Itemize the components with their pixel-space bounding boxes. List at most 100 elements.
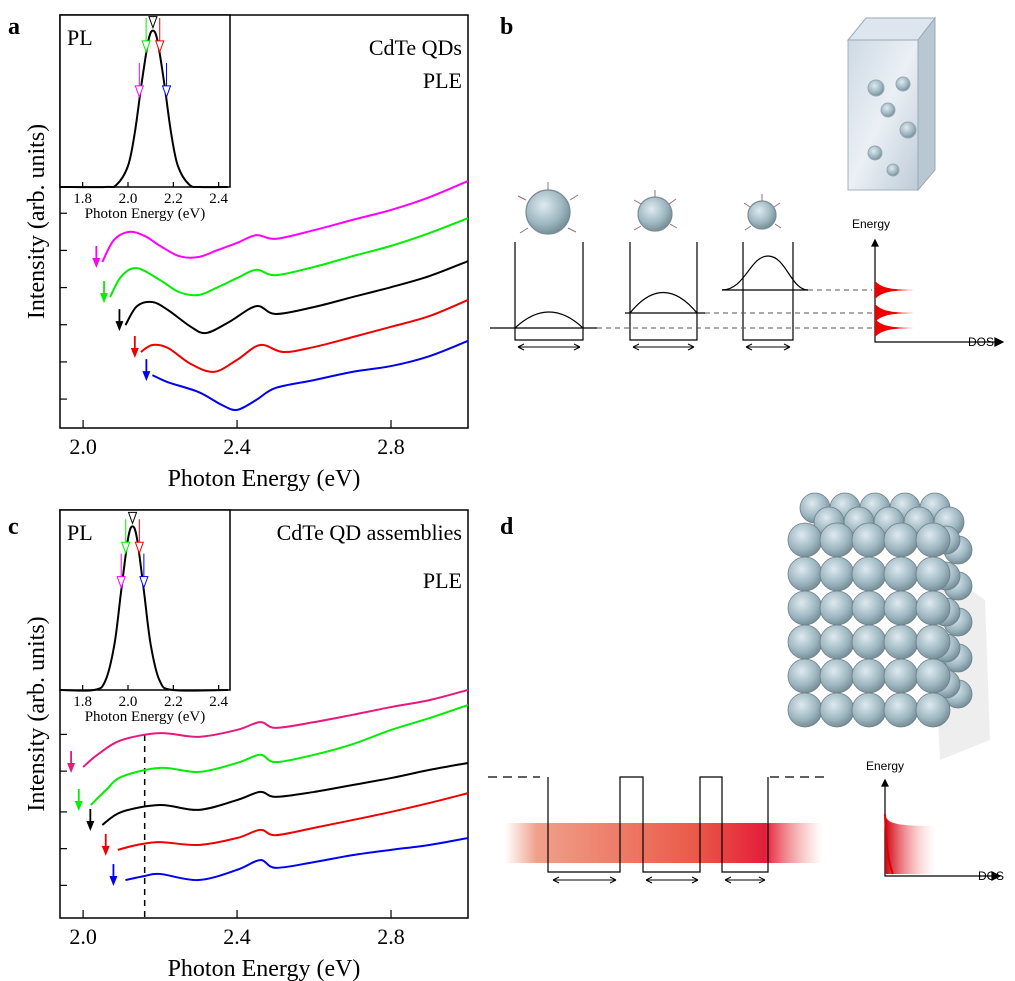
ligands <box>517 182 782 234</box>
qd <box>915 658 951 694</box>
x-axis-label: Photon Energy (eV) <box>168 466 361 492</box>
panel-label: a <box>8 14 20 40</box>
series-line <box>140 299 469 373</box>
series-line <box>59 525 228 692</box>
detection-arrowhead <box>127 511 138 525</box>
qd <box>851 522 887 558</box>
dos-axes <box>874 240 995 343</box>
qd <box>915 522 951 558</box>
qd <box>867 145 883 161</box>
axis-arrow <box>994 337 1005 347</box>
qd <box>819 556 855 592</box>
qd <box>883 590 919 626</box>
annotation: CdTe QDs <box>369 35 462 60</box>
qd <box>915 556 951 592</box>
axis-arrow <box>881 778 889 787</box>
glass-container <box>846 16 937 192</box>
qd <box>787 658 823 694</box>
qd <box>819 624 855 660</box>
diagram-d: Energy DOS <box>488 492 1004 884</box>
x-tick-label: 2.8 <box>377 434 405 459</box>
qd <box>851 590 887 626</box>
annotation: PLE <box>423 568 462 593</box>
x-tick-label: 1.8 <box>73 191 92 207</box>
axis-label: DOS <box>978 869 1004 883</box>
series-line <box>151 339 469 411</box>
axis-label: DOS <box>968 335 994 349</box>
x-tick-label: 2.0 <box>119 694 138 710</box>
quantum-dot <box>747 200 777 230</box>
qd <box>819 658 855 694</box>
diagram-b: Energy DOS <box>490 16 1005 351</box>
series-line <box>101 761 469 826</box>
potential-well <box>514 242 584 341</box>
inset-label: PL <box>67 25 93 50</box>
qd <box>883 692 919 728</box>
level-projections <box>597 289 872 329</box>
series-line <box>90 704 469 806</box>
quantum-dot <box>637 196 673 232</box>
qd <box>915 590 951 626</box>
onset-arrowhead <box>100 293 109 304</box>
x-tick-label: 2.0 <box>119 191 138 207</box>
qd <box>895 76 911 92</box>
size-arrows <box>517 343 791 351</box>
panel-label: b <box>500 14 513 40</box>
panel-label: c <box>8 514 19 540</box>
size-arrows <box>552 876 766 884</box>
miniband <box>505 823 822 863</box>
qd-assembly <box>787 492 990 760</box>
dos-band <box>885 814 935 874</box>
y-axis-label: Intensity (arb. units) <box>24 124 50 319</box>
x-tick-label: 2.2 <box>164 191 183 207</box>
x-tick-label: 2.8 <box>377 924 405 949</box>
detection-arrowhead <box>139 576 149 590</box>
x-tick-label: 2.0 <box>69 924 97 949</box>
x-tick-label: 2.4 <box>223 434 251 459</box>
onset-arrowhead <box>101 845 110 856</box>
panel-label: d <box>500 514 514 540</box>
qd <box>819 692 855 728</box>
onset-arrowhead <box>130 348 139 359</box>
qd <box>915 692 951 728</box>
qd <box>883 556 919 592</box>
series-line <box>124 260 469 335</box>
axis-arrow <box>871 238 879 247</box>
qd <box>883 658 919 694</box>
detection-arrowhead <box>148 16 158 30</box>
detection-arrowhead <box>141 40 151 54</box>
glass-side <box>917 16 936 192</box>
onset-arrowhead <box>142 371 151 382</box>
x-axis-label: Photon Energy (eV) <box>85 206 206 222</box>
onset-arrowhead <box>92 257 101 268</box>
qd <box>883 522 919 558</box>
series-line <box>101 180 469 263</box>
qd <box>787 624 823 660</box>
x-axis-label: Photon Energy (eV) <box>168 956 361 981</box>
potential-well <box>742 242 794 341</box>
x-tick-label: 2.4 <box>209 694 228 710</box>
qd <box>819 590 855 626</box>
series-line <box>109 217 469 298</box>
qd <box>899 121 917 139</box>
detection-arrowhead <box>161 85 172 99</box>
qd <box>851 692 887 728</box>
x-tick-label: 2.4 <box>223 924 251 949</box>
qd <box>787 590 823 626</box>
qd <box>886 163 900 177</box>
series-line <box>125 837 469 882</box>
wavefunction <box>629 291 698 314</box>
onset-arrowhead <box>109 876 118 887</box>
x-tick-label: 2.0 <box>69 434 97 459</box>
qd <box>880 102 896 118</box>
qd <box>787 556 823 592</box>
superlattice-potential <box>547 776 769 873</box>
detection-arrowhead <box>121 541 131 555</box>
qd <box>851 624 887 660</box>
potential-well <box>629 242 698 341</box>
qd <box>819 522 855 558</box>
x-tick-label: 2.4 <box>209 191 228 207</box>
axis-label: Energy <box>866 759 904 773</box>
onset-arrowhead <box>74 800 83 811</box>
